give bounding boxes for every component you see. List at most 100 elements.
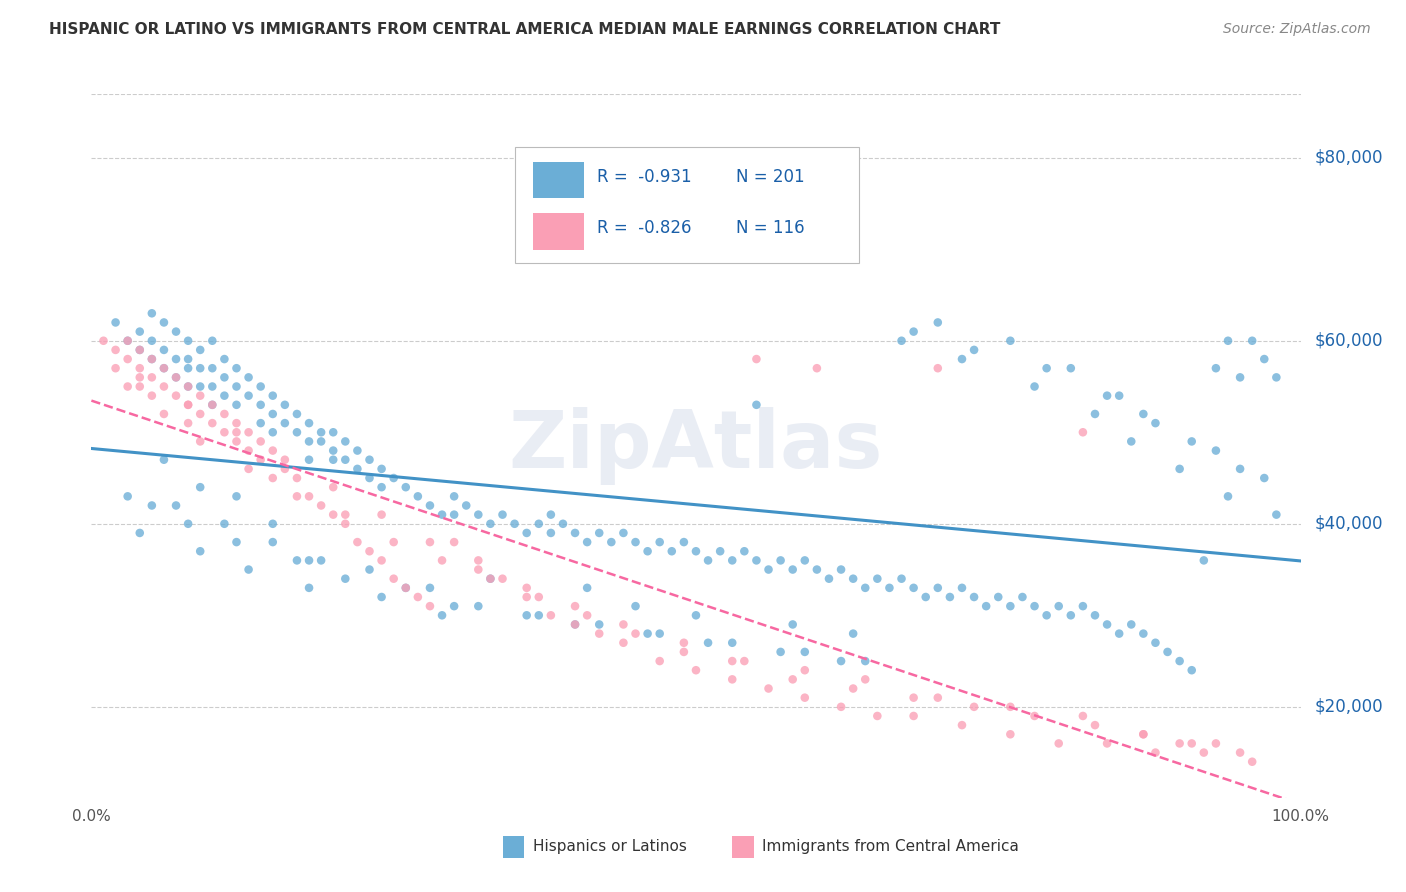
Point <box>225 361 247 376</box>
Point <box>238 389 260 403</box>
Point <box>564 617 586 632</box>
Point <box>842 572 865 586</box>
Text: Source: ZipAtlas.com: Source: ZipAtlas.com <box>1223 22 1371 37</box>
Point <box>153 361 176 376</box>
Point <box>274 398 297 412</box>
Point <box>298 434 321 449</box>
Point <box>1181 736 1204 750</box>
Point <box>201 361 224 376</box>
Text: $20,000: $20,000 <box>1315 698 1384 715</box>
Point <box>516 590 538 604</box>
Text: N = 116: N = 116 <box>735 219 804 237</box>
Point <box>1168 462 1191 476</box>
Point <box>648 654 671 668</box>
Point <box>153 452 176 467</box>
Point <box>1011 590 1033 604</box>
Point <box>214 425 236 440</box>
Point <box>1035 608 1057 623</box>
Point <box>576 608 599 623</box>
Text: $80,000: $80,000 <box>1315 149 1384 167</box>
Point <box>758 681 780 696</box>
Point <box>262 425 284 440</box>
Point <box>540 608 562 623</box>
Point <box>346 535 368 549</box>
Point <box>1265 508 1288 522</box>
Point <box>612 525 634 540</box>
Point <box>648 626 671 640</box>
Point <box>1192 553 1215 567</box>
Point <box>309 553 332 567</box>
Point <box>153 343 176 357</box>
Point <box>1181 434 1204 449</box>
Point <box>830 654 852 668</box>
Point <box>430 508 453 522</box>
Point <box>1144 416 1167 430</box>
Point <box>903 690 925 705</box>
Point <box>842 681 865 696</box>
Point <box>225 379 247 393</box>
Point <box>249 434 271 449</box>
Point <box>382 471 405 485</box>
Point <box>346 462 368 476</box>
Point <box>830 563 852 577</box>
Point <box>335 572 357 586</box>
Point <box>188 379 211 393</box>
Point <box>309 434 332 449</box>
Point <box>395 581 418 595</box>
Point <box>359 471 381 485</box>
Point <box>419 535 441 549</box>
Point <box>1144 746 1167 760</box>
Point <box>141 352 163 367</box>
Point <box>612 617 634 632</box>
Point <box>370 480 392 494</box>
Point <box>576 581 599 595</box>
Point <box>104 361 127 376</box>
Point <box>1071 709 1094 723</box>
Point <box>153 379 176 393</box>
Point <box>285 425 308 440</box>
Point <box>637 626 659 640</box>
Point <box>479 572 502 586</box>
Point <box>672 636 695 650</box>
Point <box>141 306 163 320</box>
Point <box>927 315 949 329</box>
Point <box>141 499 163 513</box>
Point <box>1108 626 1130 640</box>
Point <box>322 443 344 458</box>
Point <box>527 590 550 604</box>
Point <box>853 673 876 687</box>
Point <box>104 315 127 329</box>
Point <box>188 434 211 449</box>
Point <box>467 553 489 567</box>
Point <box>298 452 321 467</box>
Point <box>1168 736 1191 750</box>
Point <box>1241 334 1264 348</box>
Point <box>1024 599 1046 614</box>
Point <box>564 617 586 632</box>
Point <box>927 361 949 376</box>
Point <box>249 398 271 412</box>
Point <box>322 425 344 440</box>
Point <box>793 553 815 567</box>
Point <box>1071 425 1094 440</box>
Point <box>274 452 297 467</box>
Point <box>274 462 297 476</box>
Point <box>177 516 200 531</box>
Point <box>309 499 332 513</box>
Point <box>1000 727 1022 741</box>
Point <box>177 379 200 393</box>
Point <box>1132 727 1154 741</box>
Point <box>1144 636 1167 650</box>
Point <box>128 525 150 540</box>
Point <box>153 315 176 329</box>
Point <box>165 325 187 339</box>
Point <box>950 718 973 732</box>
Point <box>612 636 634 650</box>
Point <box>335 434 357 449</box>
Point <box>177 398 200 412</box>
Point <box>443 508 465 522</box>
Point <box>974 599 997 614</box>
Point <box>249 452 271 467</box>
Point <box>503 516 526 531</box>
Point <box>1108 389 1130 403</box>
